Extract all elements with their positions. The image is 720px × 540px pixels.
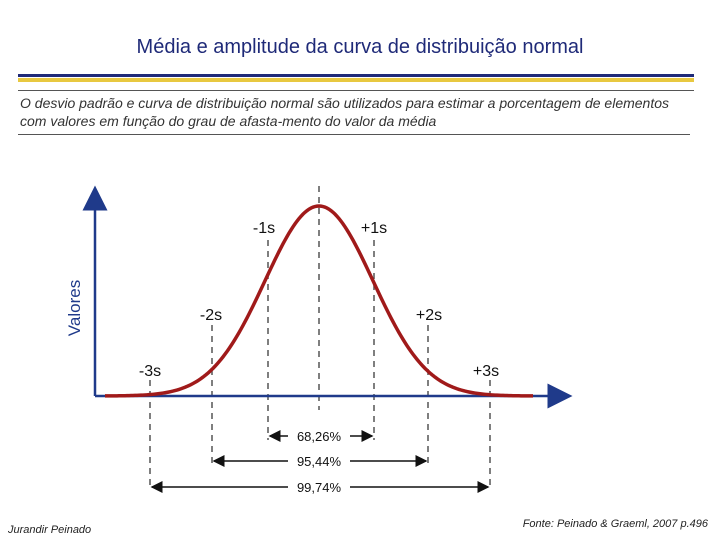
sigma-label-plus-2s: +2s <box>416 307 442 324</box>
sigma-label-minus-1s: -1s <box>253 220 275 237</box>
range-label-95: 95,44% <box>297 454 342 469</box>
subtitle-rule-top <box>18 90 694 91</box>
range-label-68: 68,26% <box>297 429 342 444</box>
author-credit: Jurandir Peinado <box>8 524 92 536</box>
page-title: Média e amplitude da curva de distribuiç… <box>136 36 584 58</box>
subtitle-rule-bottom <box>18 134 690 135</box>
y-axis-label: Valores <box>65 280 84 336</box>
subtitle-text: O desvio padrão e curva de distribuição … <box>20 95 670 129</box>
title-rule-gold <box>18 78 694 82</box>
sigma-label-plus-3s: +3s <box>473 363 499 380</box>
title-rule-blue <box>18 74 694 77</box>
sigma-label-minus-2s: -2s <box>200 307 222 324</box>
range-label-99: 99,74% <box>297 480 342 495</box>
normal-curve <box>104 204 534 398</box>
source-credit: Fonte: Peinado & Graeml, 2007 p.496 <box>522 518 708 530</box>
sigma-label-minus-3s: -3s <box>139 363 161 380</box>
sigma-label-plus-1s: +1s <box>361 220 387 237</box>
